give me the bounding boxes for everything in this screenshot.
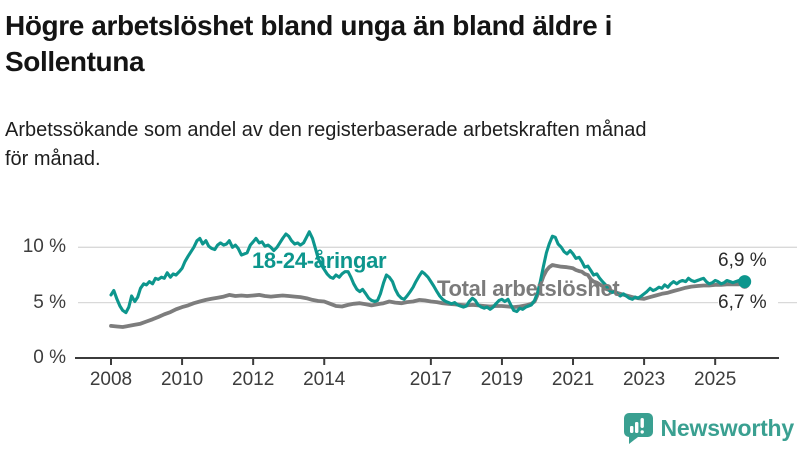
x-tick-label-2017: 2017 <box>409 369 452 390</box>
series-label-18-24-aringar: 18-24-åringar <box>252 248 387 273</box>
line-total-arbetsloshet <box>109 263 747 329</box>
x-tick-label-2010: 2010 <box>160 369 204 390</box>
x-tick-label-2012: 2012 <box>232 369 275 390</box>
subtitle: Arbetssökande som andel av den registerb… <box>5 116 785 174</box>
x-tick-label-2014: 2014 <box>303 369 346 390</box>
series-label-total-arbetsloshet: Total arbetslöshet <box>437 276 620 301</box>
end-value-label-total: 6,7 % <box>718 292 778 314</box>
page-title: Högre arbetslöshet bland unga än bland ä… <box>5 8 785 80</box>
page-title-line2: Sollentuna <box>5 46 145 77</box>
x-tick-label-2021: 2021 <box>551 369 595 390</box>
x-tick-label-2025: 2025 <box>694 369 737 390</box>
x-tick-label-2023: 2023 <box>622 369 666 390</box>
x-tick-label-2008: 2008 <box>89 369 133 390</box>
newsworthy-chart-bubble-icon <box>623 413 653 444</box>
line-18-24-aringar <box>109 230 747 315</box>
subtitle-line1: Arbetssökande som andel av den registerb… <box>5 119 647 141</box>
x-tick-label-2019: 2019 <box>480 369 524 390</box>
page-title-line1: Högre arbetslöshet bland unga än bland ä… <box>5 10 613 41</box>
newsworthy-logo[interactable]: Newsworthy <box>622 411 794 445</box>
newsworthy-wordmark: Newsworthy <box>660 415 795 441</box>
end-dot-18-24 <box>738 275 752 289</box>
y-tick-label-10: 10 % <box>22 236 66 258</box>
end-value-label-18-24: 6,9 % <box>718 250 778 272</box>
y-tick-label-0: 0 % <box>33 347 66 368</box>
y-tick-label-5: 5 % <box>33 291 66 313</box>
subtitle-line2: för månad. <box>5 148 101 170</box>
